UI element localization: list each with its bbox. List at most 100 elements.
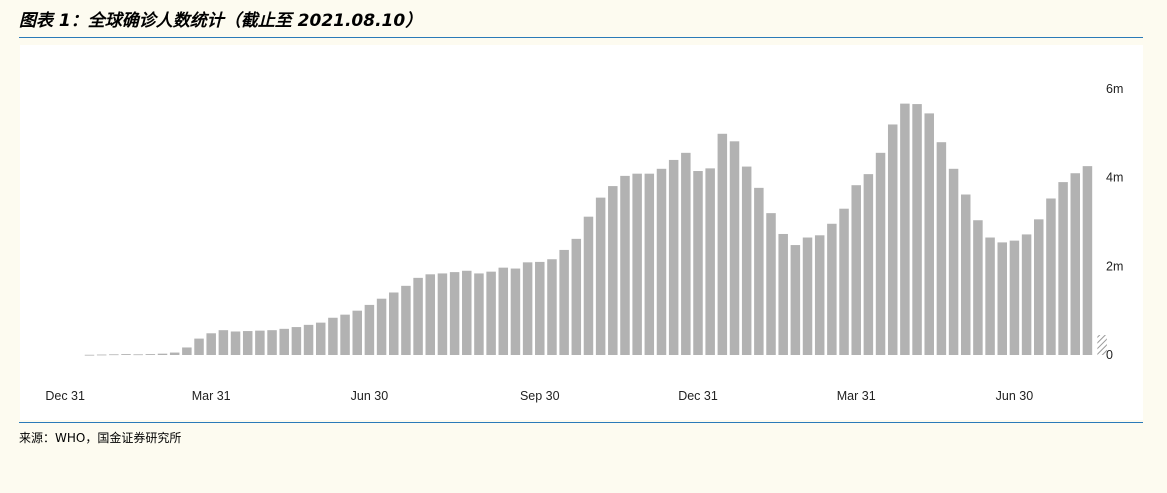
bar bbox=[608, 186, 618, 355]
chart-title: 图表 1：全球确诊人数统计（截止至 2021.08.10） bbox=[19, 11, 423, 31]
bar bbox=[1034, 219, 1044, 355]
bar bbox=[255, 330, 265, 355]
x-axis-ticks: Dec 31 Mar 31 Jun 30 Sep 30 Dec 31 Mar 31 Jun … bbox=[45, 389, 1033, 403]
x-tick-label: Mar 31 bbox=[837, 389, 876, 403]
bar bbox=[644, 173, 655, 355]
bar bbox=[839, 208, 849, 355]
bar bbox=[1082, 166, 1093, 355]
bar bbox=[340, 314, 350, 355]
bar bbox=[778, 233, 788, 355]
bar bbox=[376, 298, 387, 355]
bar bbox=[364, 304, 375, 355]
bar bbox=[924, 113, 934, 355]
bar bbox=[827, 223, 837, 355]
bar bbox=[754, 187, 764, 355]
bar bbox=[291, 327, 302, 355]
bar bbox=[109, 354, 119, 356]
y-tick-label: 0 bbox=[1106, 348, 1113, 362]
bar bbox=[267, 330, 277, 355]
bar bbox=[206, 333, 216, 355]
bar bbox=[790, 245, 801, 355]
bar bbox=[96, 354, 107, 356]
bar bbox=[985, 237, 995, 355]
bar bbox=[425, 274, 436, 355]
bar bbox=[547, 259, 557, 355]
bottom-divider bbox=[19, 422, 1143, 423]
source-note: 来源：WHO，国金证券研究所 bbox=[19, 431, 182, 445]
bar bbox=[766, 213, 776, 355]
bar bbox=[1046, 198, 1056, 355]
bar bbox=[145, 354, 156, 355]
chart-panel: 0 2m 4m 6m Dec 31 Mar 31 Jun 30 Sep 30 Dec 31 Ma… bbox=[20, 45, 1143, 420]
bar bbox=[328, 317, 338, 355]
bar bbox=[960, 194, 971, 355]
bar bbox=[84, 354, 95, 356]
bar bbox=[1009, 240, 1020, 355]
bar bbox=[1021, 234, 1032, 355]
bar bbox=[230, 331, 241, 355]
bar bbox=[474, 273, 484, 355]
bar bbox=[620, 175, 630, 355]
bar bbox=[462, 270, 472, 355]
bar bbox=[802, 237, 813, 355]
bar bbox=[303, 324, 314, 355]
bar bbox=[705, 168, 715, 355]
y-axis-ticks: 0 2m 4m 6m bbox=[1106, 82, 1123, 362]
bar bbox=[559, 249, 569, 355]
bar bbox=[900, 103, 910, 355]
bar bbox=[997, 242, 1007, 355]
x-tick-label: Jun 30 bbox=[351, 389, 389, 403]
bar bbox=[912, 104, 922, 355]
bar bbox=[169, 352, 180, 355]
bar bbox=[948, 168, 959, 355]
bar bbox=[279, 328, 289, 355]
bar bbox=[729, 141, 740, 355]
bar bbox=[242, 331, 253, 355]
x-tick-label: Dec 31 bbox=[45, 389, 85, 403]
bar bbox=[133, 354, 143, 356]
bar bbox=[413, 277, 423, 355]
bar bbox=[863, 174, 874, 355]
bar bbox=[449, 272, 460, 355]
bar bbox=[510, 268, 521, 355]
bar bbox=[498, 267, 509, 355]
bar bbox=[194, 338, 204, 355]
bar bbox=[401, 285, 411, 355]
bar bbox=[693, 171, 703, 355]
bar bbox=[936, 142, 947, 355]
bar bbox=[973, 220, 983, 355]
bar bbox=[632, 173, 642, 355]
bars-group bbox=[84, 103, 1107, 356]
bar bbox=[571, 238, 582, 355]
bar bbox=[486, 271, 496, 355]
bar bbox=[717, 133, 728, 355]
bar bbox=[875, 152, 886, 355]
top-divider bbox=[19, 37, 1143, 38]
x-tick-label: Sep 30 bbox=[520, 389, 560, 403]
bar bbox=[595, 197, 606, 355]
bar bbox=[121, 354, 131, 355]
bar bbox=[668, 159, 679, 355]
bar bbox=[741, 166, 752, 355]
bar bbox=[437, 273, 448, 355]
bar bbox=[656, 168, 667, 355]
bar bbox=[182, 347, 192, 355]
x-tick-label: Mar 31 bbox=[192, 389, 231, 403]
bar bbox=[389, 292, 399, 355]
bar bbox=[315, 322, 326, 355]
y-tick-label: 6m bbox=[1106, 82, 1123, 96]
bar bbox=[1058, 182, 1068, 355]
y-tick-label: 4m bbox=[1106, 171, 1123, 185]
bar bbox=[352, 310, 362, 355]
bar bbox=[522, 262, 533, 355]
bar bbox=[157, 353, 168, 355]
x-tick-label: Dec 31 bbox=[678, 389, 718, 403]
x-tick-label: Jun 30 bbox=[996, 389, 1034, 403]
bar bbox=[1070, 173, 1081, 355]
y-tick-label: 2m bbox=[1106, 259, 1123, 273]
bar bbox=[218, 330, 229, 355]
bar bbox=[681, 152, 691, 355]
bar bbox=[583, 216, 594, 355]
bar-partial-hatched bbox=[1097, 335, 1107, 355]
bar bbox=[851, 185, 861, 355]
